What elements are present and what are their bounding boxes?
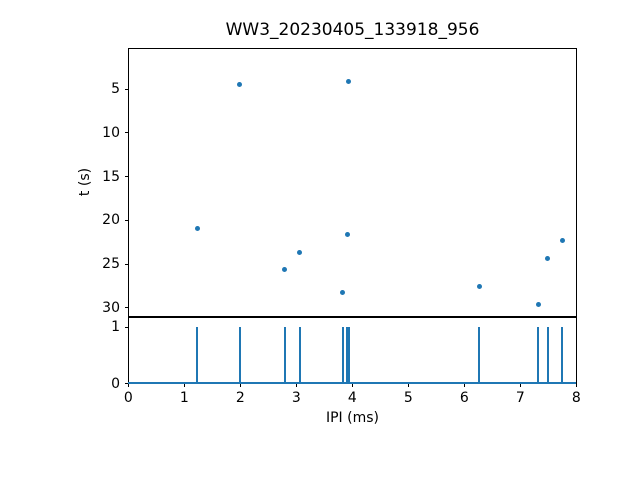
y-tick	[124, 88, 128, 90]
chart-title: WW3_20230405_133918_956	[225, 20, 480, 40]
scatter-point	[559, 237, 565, 243]
stem-baseline	[128, 382, 577, 384]
stem-line	[196, 327, 199, 384]
y-tick	[124, 263, 128, 265]
x-tick	[183, 383, 185, 387]
scatter-point	[194, 225, 200, 231]
y-tick-label: 10	[102, 124, 120, 141]
x-tick-label: 5	[403, 390, 413, 406]
y-tick-label: 0	[111, 375, 120, 392]
x-tick	[519, 383, 521, 387]
y-tick-label: 5	[111, 81, 120, 98]
x-tick-label: 8	[571, 390, 581, 406]
x-tick	[407, 383, 409, 387]
x-tick-label: 4	[347, 390, 357, 406]
y-tick	[124, 383, 128, 384]
scatter-plot-axes	[128, 48, 577, 317]
x-axis-label: IPI (ms)	[325, 410, 379, 426]
x-tick	[351, 383, 353, 387]
x-tick-label: 3	[291, 390, 301, 406]
stem-line	[546, 327, 549, 384]
stem-line	[346, 327, 349, 384]
x-tick	[463, 383, 465, 387]
y-tick-label: 25	[102, 256, 120, 273]
scatter-point	[545, 256, 551, 262]
x-tick-label: 7	[515, 390, 525, 406]
scatter-point	[282, 266, 288, 272]
stem-line	[347, 327, 350, 384]
stem-line	[298, 327, 301, 384]
y-tick	[124, 326, 128, 328]
y-tick-label: 15	[102, 168, 120, 185]
y-tick-label: 1	[111, 319, 120, 336]
y-tick	[124, 307, 128, 309]
x-tick-label: 0	[123, 390, 133, 406]
stem-line	[561, 327, 564, 384]
stem-line	[238, 327, 241, 384]
y-tick-label: 20	[102, 212, 120, 229]
stem-line	[537, 327, 540, 384]
x-tick	[239, 383, 241, 387]
scatter-point	[237, 82, 243, 88]
scatter-point	[297, 250, 303, 256]
scatter-point	[340, 290, 346, 296]
y-tick-label: 30	[102, 299, 120, 316]
stem-line	[283, 327, 286, 384]
x-tick-label: 2	[235, 390, 245, 406]
y-tick	[124, 132, 128, 134]
x-tick	[127, 383, 129, 387]
scatter-point	[346, 78, 352, 84]
x-tick	[575, 383, 577, 387]
scatter-point	[344, 231, 350, 237]
y-tick	[124, 219, 128, 221]
scatter-point	[476, 284, 482, 290]
stem-line	[341, 327, 344, 384]
scatter-point	[535, 301, 541, 307]
y-tick	[124, 176, 128, 178]
x-tick-label: 6	[459, 390, 469, 406]
x-tick	[295, 383, 297, 387]
stem-line	[478, 327, 481, 384]
stem-plot-axes	[128, 317, 577, 384]
x-tick-label: 1	[179, 390, 189, 406]
